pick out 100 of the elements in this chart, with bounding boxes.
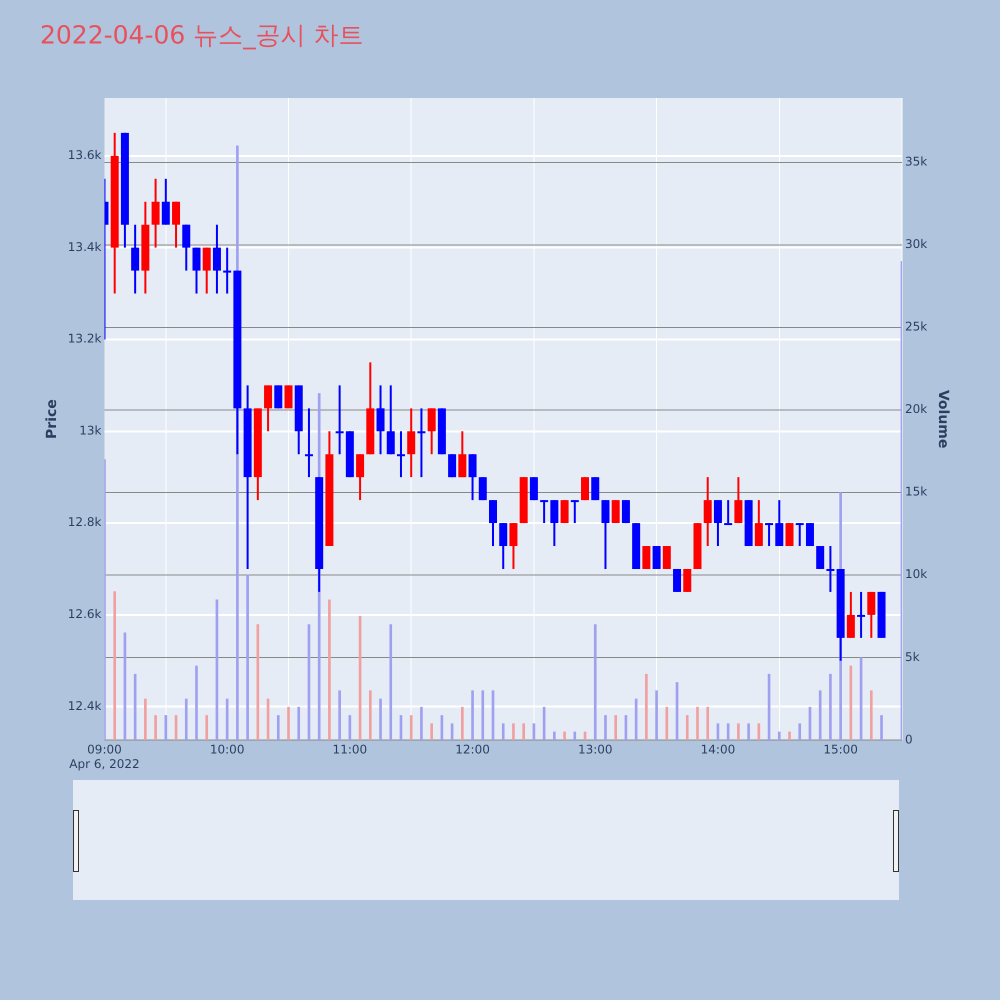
bar (226, 698, 228, 740)
candlestick (622, 499, 630, 524)
bar (400, 715, 402, 740)
bar (276, 715, 280, 740)
bar (256, 624, 260, 740)
candlestick (356, 453, 364, 502)
candlestick (775, 499, 784, 548)
candlestick (846, 590, 855, 639)
candlestick (826, 545, 834, 593)
candlestick (192, 246, 200, 295)
bar (604, 715, 607, 740)
bar (584, 732, 586, 740)
x-tick-label: 10:00 (210, 742, 244, 757)
candlestick (182, 224, 190, 272)
candlestick (754, 499, 763, 548)
bar (686, 715, 689, 740)
bar (563, 732, 566, 740)
candlestick (172, 200, 180, 249)
candlestick (428, 407, 436, 456)
bar (808, 706, 812, 740)
x-tick-label: 09:00 Apr 6, 2022 (69, 742, 140, 771)
bar (471, 690, 474, 740)
bar (624, 715, 628, 740)
bar (164, 715, 168, 740)
candlestick (478, 476, 487, 502)
bar (113, 591, 116, 740)
y2-axis-title: Volume (934, 390, 951, 448)
bar (216, 600, 218, 740)
candlestick (274, 384, 282, 410)
y2-tick-label: 20k (904, 402, 928, 416)
bar (195, 666, 198, 740)
candlestick (509, 522, 518, 570)
bar (726, 723, 730, 740)
bar (358, 616, 362, 740)
bar (174, 715, 178, 740)
bar (502, 723, 505, 740)
bar (134, 674, 136, 740)
x-tick-label: 12:00 (455, 742, 490, 757)
bar (368, 690, 372, 740)
candlestick (581, 476, 590, 502)
bar (184, 698, 188, 740)
y-axis-title: Price (44, 399, 60, 439)
bar (450, 723, 454, 740)
bar (655, 690, 658, 740)
bar (522, 723, 526, 740)
bar (829, 674, 832, 740)
chart-title: 2022-04-06 뉴스_공시 차트 (40, 20, 364, 50)
bar (104, 459, 106, 740)
candlestick (336, 384, 344, 456)
bar (573, 732, 576, 740)
bar (379, 698, 382, 740)
candlestick (867, 590, 876, 639)
bar (818, 690, 822, 740)
y-tick-label: 13k (79, 423, 102, 438)
candlestick (796, 522, 804, 548)
bar (747, 723, 750, 740)
candlestick (765, 522, 774, 548)
candlestick (540, 499, 548, 524)
candlestick (806, 522, 814, 548)
candlestick (550, 499, 558, 548)
bar (246, 574, 249, 740)
candlestick (642, 545, 650, 570)
candlestick (223, 246, 232, 295)
bar (706, 706, 710, 740)
y2-tick-label: 10k (904, 567, 928, 582)
bar (880, 715, 883, 740)
bar (308, 624, 310, 740)
bar (492, 690, 494, 740)
candlestick (499, 522, 508, 570)
candlestick (816, 545, 824, 570)
bar (338, 690, 341, 740)
bar (634, 698, 638, 740)
candlestick (704, 476, 712, 548)
x-tick-label: 14:00 (700, 742, 736, 757)
bar (410, 715, 413, 740)
y2-tick-label: 35k (904, 154, 928, 169)
candlestick (304, 407, 313, 478)
candlestick (489, 499, 497, 548)
y2-tick-label: 5k (904, 650, 920, 664)
bar (348, 715, 352, 740)
bar (154, 715, 157, 740)
candlestick (396, 430, 405, 478)
candlestick (264, 384, 272, 432)
x-tick-label: 15:00 (823, 742, 858, 757)
y-tick-label: 12.4k (68, 698, 102, 713)
candlestick (162, 178, 170, 226)
bar (737, 723, 740, 740)
candlestick (601, 499, 610, 570)
y-tick-label: 13.2k (68, 332, 102, 346)
y2-tick-label: 30k (904, 237, 928, 252)
candlestick (376, 384, 385, 456)
bar (696, 706, 699, 740)
bar (542, 706, 546, 740)
candlestick (131, 224, 140, 295)
bar (144, 698, 147, 740)
candlestick (417, 407, 426, 478)
candlestick (570, 499, 579, 524)
bar (594, 624, 597, 740)
y-tick-label: 12.8k (68, 515, 102, 530)
candlestick (734, 476, 742, 524)
